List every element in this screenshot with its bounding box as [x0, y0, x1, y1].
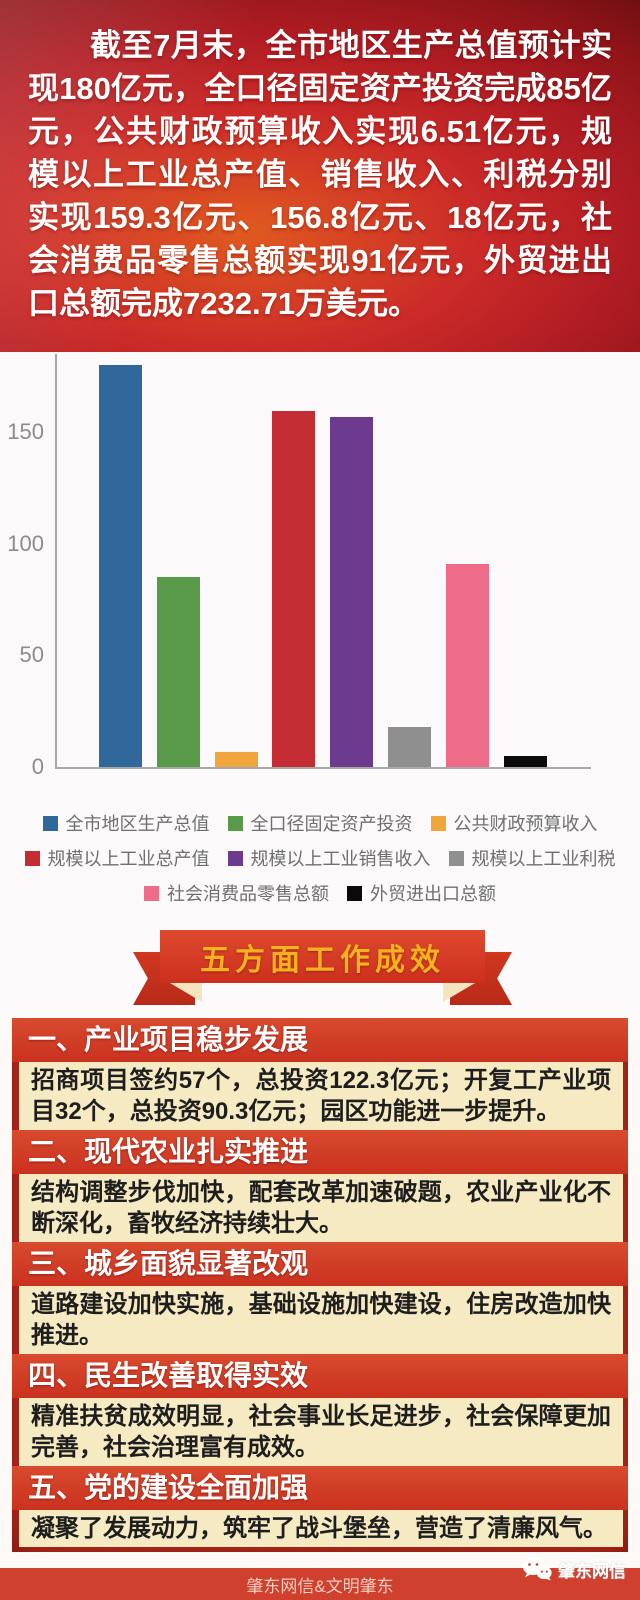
y-axis: 0 50 100 150: [0, 352, 46, 782]
section-header: 三、城乡面貌显著改观: [12, 1242, 628, 1286]
section-header: 四、民生改善取得实效: [12, 1354, 628, 1398]
chart-legend: 全市地区生产总值 全口径固定资产投资 公共财政预算收入 规模以上工业总产值 规模以上工业…: [0, 810, 640, 915]
wechat-icon: [522, 1557, 552, 1581]
legend-item: 外贸进出口总额: [347, 880, 496, 906]
header-banner: 截至7月末，全市地区生产总值预计实现180亿元，全口径固定资产投资完成85亿元，…: [0, 0, 640, 352]
bar-8: [503, 756, 547, 767]
section-2: 二、现代农业扎实推进 结构调整步伐加快，配套改革加速破题，农业产业化不断深化，畜…: [12, 1130, 628, 1242]
y-axis-line: [55, 354, 57, 768]
legend-row: 社会消费品零售总额 外贸进出口总额: [135, 880, 505, 906]
legend-row: 规模以上工业总产值 规模以上工业销售收入 规模以上工业利税: [16, 845, 625, 871]
section-content: 招商项目签约57个，总投资122.3亿元；开复工产业项目32个，总投资90.3亿…: [19, 1062, 623, 1130]
section-header: 五、党的建设全面加强: [12, 1466, 628, 1510]
y-tick-label: 50: [19, 642, 44, 668]
legend-swatch: [42, 815, 58, 831]
section-5: 五、党的建设全面加强 凝聚了发展动力，筑牢了战斗堡垒，营造了清廉风气。: [12, 1466, 628, 1547]
bar-4: [272, 411, 316, 767]
section-title: 五、党的建设全面加强: [28, 1472, 309, 1503]
section-header: 一、产业项目稳步发展: [12, 1018, 628, 1062]
bar-3: [214, 752, 258, 767]
legend-swatch: [347, 885, 362, 901]
ribbon-banner: 五方面工作成效: [160, 930, 485, 983]
section-1: 一、产业项目稳步发展 招商项目签约57个，总投资122.3亿元；开复工产业项目3…: [12, 1018, 628, 1130]
legend-item: 全口径固定资产投资: [227, 810, 413, 836]
legend-swatch: [227, 850, 243, 866]
legend-swatch: [430, 815, 446, 831]
bar-2: [156, 577, 200, 767]
legend-swatch: [448, 850, 464, 866]
legend-item: 社会消费品零售总额: [144, 880, 329, 906]
chart-plot: [0, 354, 640, 767]
bar-5: [330, 417, 374, 767]
section-title: 二、现代农业扎实推进: [28, 1136, 309, 1167]
section-content: 凝聚了发展动力，筑牢了战斗堡垒，营造了清廉风气。: [19, 1510, 623, 1547]
watermark: 肇东网信: [522, 1556, 626, 1582]
legend-swatch: [24, 850, 40, 866]
legend-label: 规模以上工业销售收入: [250, 849, 431, 869]
y-tick-label: 0: [31, 754, 44, 779]
header-paragraph: 截至7月末，全市地区生产总值预计实现180亿元，全口径固定资产投资完成85亿元，…: [28, 28, 612, 321]
section-3: 三、城乡面貌显著改观 道路建设加快实施，基础设施加快建设，住房改造加快推进。: [12, 1242, 628, 1354]
x-axis-line: [55, 767, 591, 769]
legend-label: 社会消费品零售总额: [167, 884, 329, 904]
chart-section: 0 50 100 150 全市地区生产总值 全口径固定资产投资 公共财政预算收入规模以上工…: [0, 352, 640, 910]
legend-label: 规模以上工业利税: [471, 849, 616, 869]
legend-item: 全市地区生产总值: [42, 810, 210, 836]
legend-item: 规模以上工业利税: [448, 845, 616, 871]
footer-text: 肇东网信&文明肇东: [246, 1576, 394, 1596]
legend-item: 规模以上工业总产值: [24, 845, 210, 871]
ribbon-title: 五方面工作成效: [200, 943, 445, 977]
legend-swatch: [144, 885, 159, 901]
legend-item: 规模以上工业销售收入: [227, 845, 431, 871]
y-tick-label: 150: [7, 419, 44, 445]
section-title: 四、民生改善取得实效: [28, 1360, 309, 1391]
legend-label: 全口径固定资产投资: [250, 814, 413, 834]
legend-item: 公共财政预算收入: [430, 810, 598, 836]
section-content: 道路建设加快实施，基础设施加快建设，住房改造加快推进。: [19, 1286, 623, 1354]
ribbon-zone: 五方面工作成效: [0, 910, 640, 1018]
sections-panel: 一、产业项目稳步发展 招商项目签约57个，总投资122.3亿元；开复工产业项目3…: [12, 1018, 628, 1552]
y-tick-label: 100: [7, 530, 44, 556]
section-header: 二、现代农业扎实推进: [12, 1130, 628, 1174]
section-content: 结构调整步伐加快，配套改革加速破题，农业产业化不断深化，畜牧经济持续壮大。: [19, 1174, 623, 1242]
section-title: 三、城乡面貌显著改观: [28, 1248, 309, 1279]
bar-6: [388, 727, 431, 767]
legend-label: 全市地区生产总值: [65, 814, 210, 834]
bar-7: [445, 564, 489, 767]
legend-swatch: [227, 815, 243, 831]
legend-label: 外贸进出口总额: [370, 884, 496, 904]
legend-row: 全市地区生产总值 全口径固定资产投资 公共财政预算收入: [34, 810, 607, 836]
section-content: 精准扶贫成效明显，社会事业长足进步，社会保障更加完善，社会治理富有成效。: [19, 1398, 623, 1466]
bar-1: [99, 365, 142, 767]
section-4: 四、民生改善取得实效 精准扶贫成效明显，社会事业长足进步，社会保障更加完善，社会…: [12, 1354, 628, 1466]
legend-label: 公共财政预算收入: [453, 814, 598, 834]
legend-label: 规模以上工业总产值: [47, 849, 210, 869]
watermark-label: 肇东网信: [558, 1561, 626, 1581]
section-title: 一、产业项目稳步发展: [28, 1024, 309, 1055]
